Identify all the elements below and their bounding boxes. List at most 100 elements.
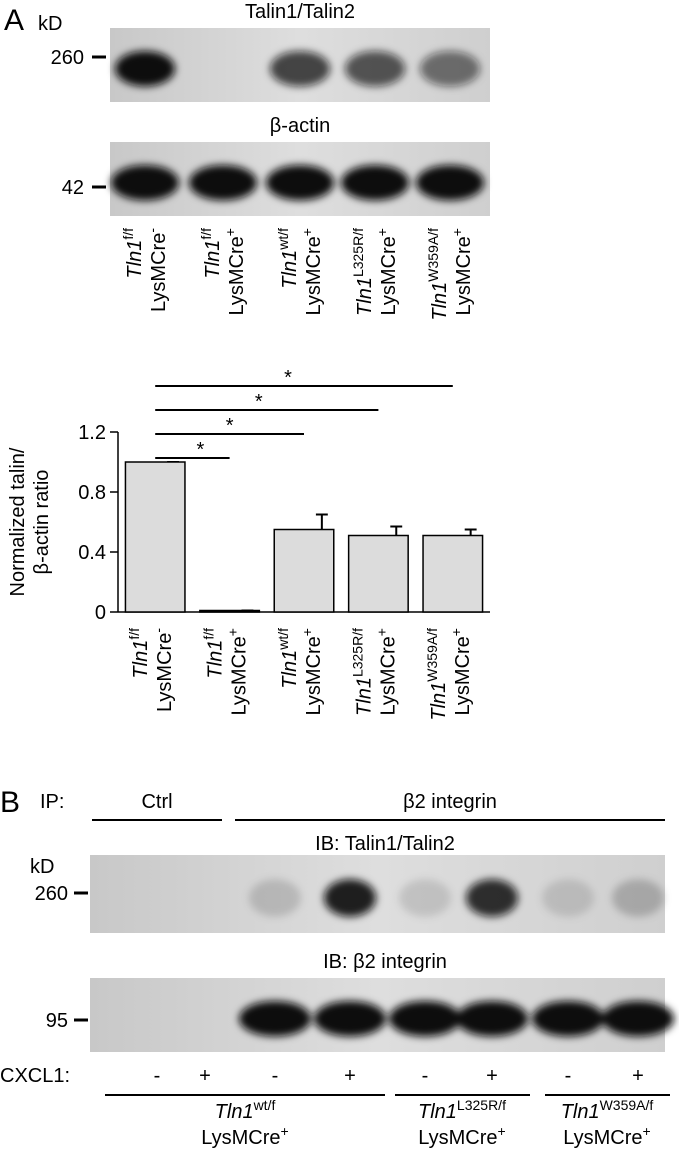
band — [532, 1000, 604, 1037]
cre-sign: + — [448, 628, 464, 636]
genotype: L325R/f — [457, 1097, 506, 1113]
marker-label: 260 — [35, 883, 68, 905]
gene: Tln1 — [353, 677, 375, 716]
gene: Tln1 — [561, 1101, 600, 1123]
significance-label: * — [284, 367, 292, 389]
significance-label: * — [255, 391, 263, 413]
band — [345, 50, 405, 87]
genotype: L325R/f — [350, 228, 366, 277]
band — [341, 164, 409, 201]
bar — [273, 528, 335, 613]
cre: LysMCre — [452, 636, 474, 715]
band — [324, 879, 376, 917]
cre: LysMCre — [377, 636, 399, 715]
cre-label: LysMCre+ — [449, 228, 475, 315]
y-tick-label: 0 — [95, 602, 106, 624]
cre-label: LysMCre+ — [225, 628, 251, 715]
y-tick-label: 0.4 — [78, 542, 106, 564]
band — [249, 879, 301, 917]
cre-sign: + — [373, 628, 389, 636]
treatment-sign: - — [565, 1065, 572, 1087]
gene: Tln1 — [124, 240, 146, 279]
gene: Tln1 — [202, 240, 224, 279]
blot-title: Talin1/Talin2 — [245, 1, 355, 23]
gene: Tln1 — [429, 282, 451, 321]
treatment-sign: + — [199, 1065, 211, 1087]
cre: LysMCre — [303, 236, 325, 315]
band — [466, 879, 518, 917]
treatment-sign: + — [632, 1065, 644, 1087]
band — [115, 50, 175, 87]
genotype: wt/f — [275, 628, 291, 651]
cre: LysMCre — [148, 233, 170, 312]
band — [399, 879, 451, 917]
cre-sign: + — [299, 628, 315, 636]
cre-label: LysMCre+ — [373, 628, 399, 715]
cre-label: LysMCre+ — [374, 228, 400, 315]
cre: LysMCre — [201, 1127, 280, 1149]
cre-label: LysMCre- — [150, 628, 176, 712]
cre-label: LysMCre+ — [201, 1123, 288, 1149]
blot-title: β-actin — [270, 115, 330, 137]
gene: Tln1 — [354, 277, 376, 316]
cre: LysMCre — [418, 1127, 497, 1149]
genotype-label: Tln1W359A/f — [561, 1097, 654, 1123]
marker-label: 95 — [46, 1010, 68, 1032]
genotype: f/f — [198, 228, 214, 240]
bands — [249, 879, 664, 917]
treatment-sign: + — [344, 1065, 356, 1087]
y-tick-label: 1.2 — [78, 422, 106, 444]
genotype-label: Tln1L325R/f — [418, 1097, 506, 1123]
band — [389, 1000, 461, 1037]
cre-sign: - — [144, 228, 160, 233]
cre: LysMCre — [154, 633, 176, 712]
genotype-label: Tln1wt/f — [275, 228, 301, 289]
bar — [347, 534, 409, 613]
treatment-sign: + — [486, 1065, 498, 1087]
genotype-label: Tln1f/f — [201, 628, 227, 679]
band — [420, 50, 480, 87]
genotype: f/f — [201, 628, 217, 640]
cre-sign: + — [225, 628, 241, 636]
cre-sign: + — [222, 228, 238, 236]
marker-label: 42 — [62, 177, 84, 199]
gene: Tln1 — [205, 640, 227, 679]
genotype: f/f — [120, 228, 136, 240]
cre-sign: + — [374, 228, 390, 236]
genotype: W359A/f — [425, 228, 441, 282]
genotype-label: Tln1f/f — [120, 228, 146, 279]
genotype-label: Tln1f/f — [126, 628, 152, 679]
cre: LysMCre — [453, 236, 475, 315]
genotype: L325R/f — [349, 628, 365, 677]
band — [239, 1000, 311, 1037]
significance-label: * — [226, 415, 234, 437]
genotype: wt/f — [275, 228, 291, 251]
cre-sign: + — [449, 228, 465, 236]
gene: Tln1 — [279, 650, 301, 689]
cre-label: LysMCre+ — [299, 228, 325, 315]
band — [456, 1000, 528, 1037]
genotype-label: Tln1L325R/f — [349, 628, 375, 716]
panel-label: B — [0, 786, 20, 819]
genotype: f/f — [126, 628, 142, 640]
unit-label: kD — [30, 856, 54, 878]
band — [111, 164, 179, 201]
genotype: wt/f — [253, 1097, 276, 1113]
cre-label: LysMCre+ — [299, 628, 325, 715]
genotype-label: Tln1wt/f — [275, 628, 301, 689]
band — [542, 879, 594, 917]
gene: Tln1 — [428, 682, 450, 721]
cre-label: LysMCre+ — [222, 228, 248, 315]
genotype: W359A/f — [424, 628, 440, 682]
ip-group: Ctrl — [141, 791, 172, 813]
y-tick-label: 0.8 — [78, 482, 106, 504]
bands — [239, 1000, 674, 1037]
y-axis-label: β-actin ratio — [31, 470, 53, 575]
treatment-label: CXCL1: — [0, 1065, 70, 1087]
band — [416, 164, 484, 201]
band — [602, 1000, 674, 1037]
cre-sign: + — [299, 228, 315, 236]
bar — [422, 534, 484, 613]
genotype: W359A/f — [600, 1097, 654, 1113]
treatment-sign: - — [422, 1065, 429, 1087]
